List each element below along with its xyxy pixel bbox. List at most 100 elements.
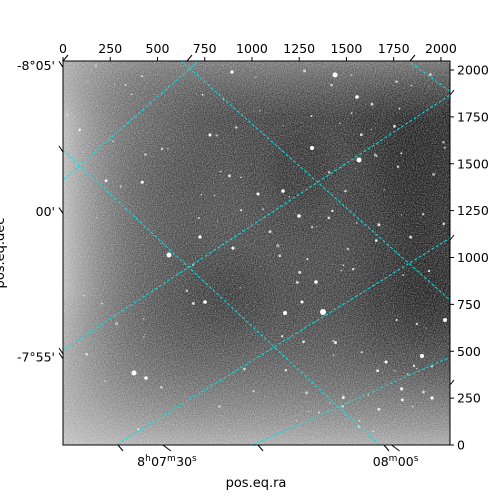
star — [427, 269, 431, 273]
dec-tick-label: -7°55' — [17, 349, 55, 364]
star — [415, 322, 419, 326]
star — [119, 185, 122, 188]
star — [140, 180, 144, 184]
y-axis-label: pos.eq.dec — [0, 218, 8, 289]
star — [131, 370, 137, 376]
star — [142, 318, 145, 320]
star — [200, 193, 202, 196]
star — [412, 364, 416, 368]
star — [370, 128, 372, 130]
star — [341, 396, 345, 400]
right-tick-label: 0 — [457, 438, 465, 453]
star — [429, 73, 432, 76]
star — [100, 302, 103, 305]
dec-tick-mark — [58, 352, 64, 360]
star — [302, 340, 305, 344]
star — [331, 209, 334, 213]
star — [393, 124, 396, 128]
right-tick-label: 2000 — [457, 63, 489, 78]
star — [355, 95, 359, 99]
star — [342, 394, 344, 396]
star — [358, 419, 361, 422]
star — [306, 258, 309, 261]
star — [421, 390, 426, 394]
star — [85, 353, 89, 356]
star — [340, 269, 342, 272]
star — [409, 235, 413, 239]
star — [332, 339, 335, 343]
star — [342, 264, 345, 267]
image-area — [63, 61, 450, 445]
star — [278, 254, 282, 257]
star — [377, 407, 381, 411]
star — [303, 69, 306, 73]
top-tick-label: 1000 — [236, 41, 268, 56]
star — [124, 83, 127, 87]
star — [432, 172, 436, 176]
star — [443, 318, 447, 322]
star — [115, 322, 119, 326]
star — [66, 410, 68, 413]
star — [219, 170, 222, 173]
star — [94, 64, 97, 67]
ra-axis-ticks: 8h 07m 30s 08m 00s — [117, 444, 419, 469]
grid-line — [180, 61, 450, 301]
plot-frame — [62, 60, 451, 446]
star — [166, 252, 172, 258]
star — [310, 114, 313, 117]
star — [235, 126, 238, 129]
star — [316, 225, 318, 227]
star — [383, 189, 385, 191]
right-tick-label: 1000 — [457, 250, 489, 265]
star — [384, 360, 388, 364]
star — [425, 327, 427, 329]
ra-tick-mark — [162, 444, 172, 452]
ra-tick-mark — [391, 444, 400, 452]
star — [317, 411, 320, 414]
star — [377, 223, 381, 227]
star — [256, 192, 260, 196]
ra-tick-label: 8h 07m 30s — [137, 454, 197, 469]
star — [351, 267, 355, 271]
star — [283, 311, 287, 315]
star — [300, 300, 304, 304]
star — [332, 354, 335, 356]
dec-tick-label: -8°05' — [17, 58, 55, 73]
star — [82, 151, 84, 153]
star — [411, 405, 414, 408]
star — [191, 301, 195, 305]
star — [372, 430, 374, 433]
star — [185, 289, 189, 292]
star — [400, 398, 404, 402]
star — [356, 222, 358, 224]
grid-line — [63, 94, 450, 351]
star — [314, 280, 318, 284]
top-tick-label: 1750 — [378, 41, 410, 56]
star — [137, 428, 140, 431]
star — [367, 394, 369, 396]
star — [359, 133, 363, 137]
star — [327, 216, 331, 220]
star — [83, 294, 85, 297]
top-tick-label: 1250 — [283, 41, 315, 56]
star — [340, 402, 342, 404]
star — [268, 230, 272, 234]
right-tick-label: 750 — [457, 297, 481, 312]
star — [328, 401, 331, 404]
star — [276, 244, 280, 248]
star — [430, 396, 434, 400]
top-tick-label: 0 — [59, 41, 67, 56]
star — [142, 335, 145, 338]
star — [370, 102, 374, 106]
dec-tick-mark — [58, 207, 64, 214]
star — [350, 73, 353, 76]
star — [167, 148, 169, 150]
star — [346, 247, 350, 251]
star — [201, 93, 204, 96]
star — [112, 140, 115, 143]
star — [410, 84, 413, 87]
star — [103, 380, 106, 382]
star — [442, 222, 445, 226]
star — [400, 387, 404, 391]
grid-line — [63, 61, 200, 181]
